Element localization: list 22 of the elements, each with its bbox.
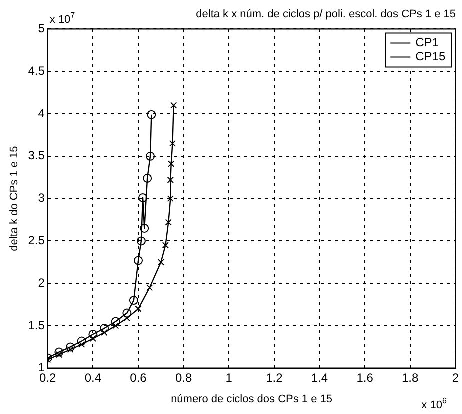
x-tick-label: 1 — [226, 370, 233, 385]
y-tick-label: 4.5 — [28, 64, 46, 78]
chart-title: delta k x núm. de ciclos p/ poli. escol. dos CPs 1 e 15 — [196, 8, 456, 21]
x-tick-label: 0.4 — [84, 370, 102, 385]
y-tick-label: 1.5 — [28, 318, 46, 332]
y-tick-label: 3.5 — [28, 148, 46, 163]
y-tick-label: 5 — [38, 22, 46, 36]
x-tick-label: 0.8 — [175, 370, 192, 385]
x-tick-label: 1.6 — [356, 370, 374, 385]
x-tick-label: 0.6 — [130, 370, 148, 385]
x-tick-label: 1.4 — [311, 370, 328, 385]
x-tick-label: 2 — [452, 370, 460, 385]
legend-label: CP1 — [416, 36, 440, 50]
x-tick-label: 1.8 — [402, 370, 420, 385]
y-tick-label: 2.5 — [28, 234, 46, 248]
y-axis-title: delta k do CPs 1 e 15 — [8, 146, 21, 252]
legend-label: CP15 — [416, 50, 446, 64]
y-tick-label: 2 — [38, 276, 46, 290]
y-tick-label: 4 — [38, 106, 46, 120]
x-tick-label: 1.2 — [266, 370, 284, 385]
y-tick-label: 3 — [38, 191, 46, 206]
x-axis-title: número de ciclos dos CPs 1 e 15 — [171, 393, 332, 406]
